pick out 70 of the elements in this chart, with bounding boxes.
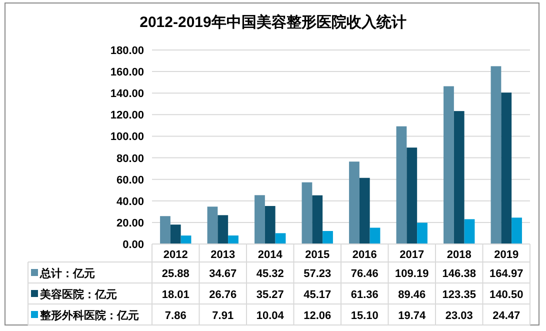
- data-label: 7.91: [212, 310, 234, 322]
- y-tick-label: 60.00: [116, 174, 144, 186]
- data-label: 23.03: [445, 310, 473, 322]
- data-label: 57.23: [304, 268, 332, 280]
- data-label: 24.47: [492, 310, 520, 322]
- y-tick-label: 0.00: [122, 239, 144, 251]
- data-label: 10.04: [256, 310, 285, 322]
- bar: [464, 219, 475, 244]
- x-tick-label: 2013: [210, 249, 236, 261]
- y-tick-label: 20.00: [116, 217, 144, 230]
- x-tick-label: 2014: [258, 249, 284, 261]
- x-tick-label: 2016: [352, 249, 377, 261]
- data-label: 34.67: [209, 268, 237, 280]
- x-tick-label: 2017: [400, 249, 424, 261]
- bar: [207, 206, 218, 244]
- data-label: 45.17: [304, 289, 332, 301]
- x-tick-label: 2015: [305, 249, 330, 261]
- data-label: 109.19: [395, 268, 429, 280]
- data-label: 26.76: [209, 289, 237, 301]
- data-label: 19.74: [398, 310, 427, 322]
- bar: [501, 92, 512, 244]
- x-tick-label: 2019: [494, 249, 519, 261]
- x-tick-label: 2018: [446, 249, 472, 261]
- bar: [396, 126, 407, 244]
- bar: [228, 235, 238, 244]
- bar: [406, 148, 418, 244]
- bar: [275, 233, 286, 244]
- data-label: 61.36: [350, 289, 378, 301]
- bar: [254, 195, 265, 244]
- y-tick-label: 140.00: [110, 88, 144, 100]
- title: 2012-2019年中国美容整形医院收入统计: [140, 14, 406, 31]
- bar: [359, 178, 370, 244]
- data-label: 45.32: [256, 268, 284, 280]
- bar: [490, 66, 502, 244]
- data-label: 35.27: [256, 289, 284, 301]
- bar: [160, 216, 170, 244]
- bar: [417, 222, 428, 244]
- bar: [454, 111, 464, 244]
- legend-label: 总计：亿元: [39, 267, 95, 280]
- y-tick-label: 160.00: [110, 66, 144, 79]
- x-tick-label: 2012: [163, 249, 188, 261]
- bar: [322, 231, 333, 244]
- bar: [264, 206, 276, 244]
- legend-label: 整形外科医院：亿元: [39, 309, 139, 322]
- data-label: 146.38: [442, 268, 476, 280]
- bar: [180, 236, 192, 244]
- bar: [312, 195, 323, 244]
- data-label: 12.06: [304, 310, 332, 322]
- bar: [218, 215, 228, 244]
- y-tick-label: 40.00: [116, 196, 144, 208]
- bar: [444, 86, 454, 244]
- y-tick-label: 100.00: [110, 131, 144, 144]
- data-label: 123.35: [442, 289, 476, 301]
- bar: [349, 162, 360, 244]
- data-label: 76.46: [350, 268, 378, 280]
- data-label: 7.86: [164, 310, 186, 322]
- data-label: 25.88: [162, 268, 190, 280]
- data-label: 18.01: [162, 289, 190, 301]
- data-label: 140.50: [490, 289, 524, 301]
- data-label: 164.97: [490, 268, 524, 280]
- y-tick-label: 80.00: [116, 152, 144, 165]
- bar: [512, 218, 522, 244]
- y-tick-label: 120.00: [110, 110, 144, 122]
- legend-label: 美容医院：亿元: [39, 288, 117, 301]
- bar: [302, 182, 312, 244]
- data-label: 89.46: [398, 289, 426, 301]
- bar: [370, 228, 380, 244]
- data-label: 15.10: [350, 310, 378, 322]
- bar: [170, 224, 181, 244]
- y-tick-label: 180.00: [110, 45, 144, 57]
